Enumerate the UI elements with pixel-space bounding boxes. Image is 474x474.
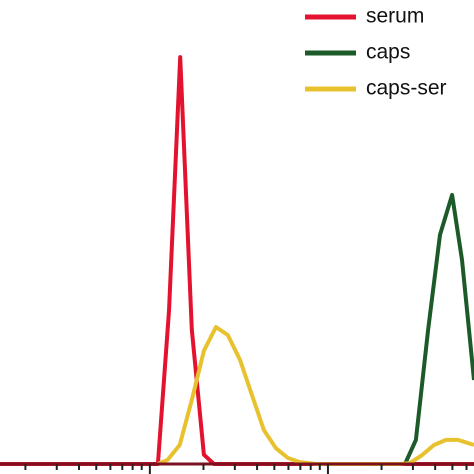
legend-label: caps-ser bbox=[366, 77, 447, 100]
legend-label: caps bbox=[366, 41, 410, 64]
series-line bbox=[157, 325, 474, 466]
series-line bbox=[403, 192, 474, 465]
legend-label: serum bbox=[366, 5, 424, 28]
series-line bbox=[0, 55, 474, 466]
